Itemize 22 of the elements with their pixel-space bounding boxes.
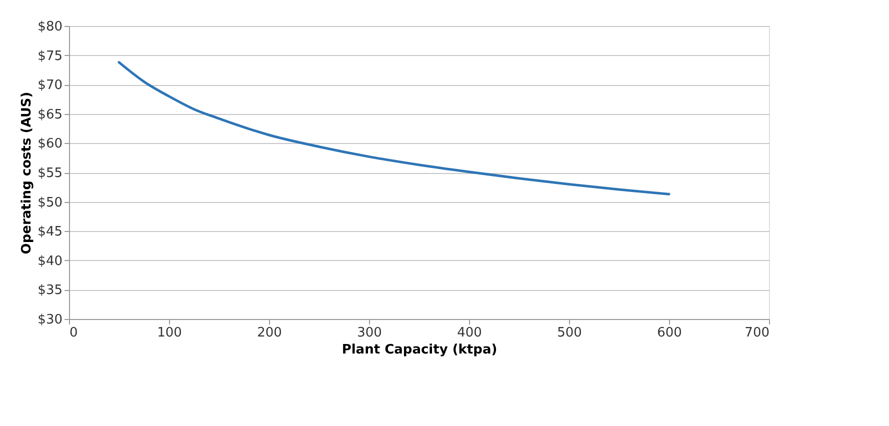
y-tick-label: $70 <box>38 78 62 94</box>
y-tick-label: $65 <box>38 107 62 122</box>
x-tick-label: 200 <box>257 326 282 340</box>
x-axis-title: Plant Capacity (ktpa) <box>342 342 498 358</box>
x-tick-label: 500 <box>557 326 582 340</box>
x-tick-label: 100 <box>157 326 182 340</box>
y-tick-label: $50 <box>38 195 62 210</box>
x-tick-label: 0 <box>70 326 78 340</box>
y-axis-title: Operating costs (AUS) <box>20 92 35 254</box>
y-tick-label: $45 <box>38 224 62 240</box>
x-tick-label: 300 <box>357 326 382 340</box>
x-tick-label: 700 <box>744 326 770 340</box>
line-series <box>118 61 670 196</box>
x-tick-label: 600 <box>657 326 682 340</box>
y-tick-label: $60 <box>38 136 62 152</box>
y-tick-label: $40 <box>38 254 62 269</box>
x-tick-label: 400 <box>457 326 482 340</box>
y-tick-label: $35 <box>38 283 62 298</box>
y-tick-label: $75 <box>38 48 62 64</box>
y-tick-label: $55 <box>38 166 62 181</box>
y-tick-label: $30 <box>38 312 62 328</box>
y-tick-label: $80 <box>38 20 62 34</box>
